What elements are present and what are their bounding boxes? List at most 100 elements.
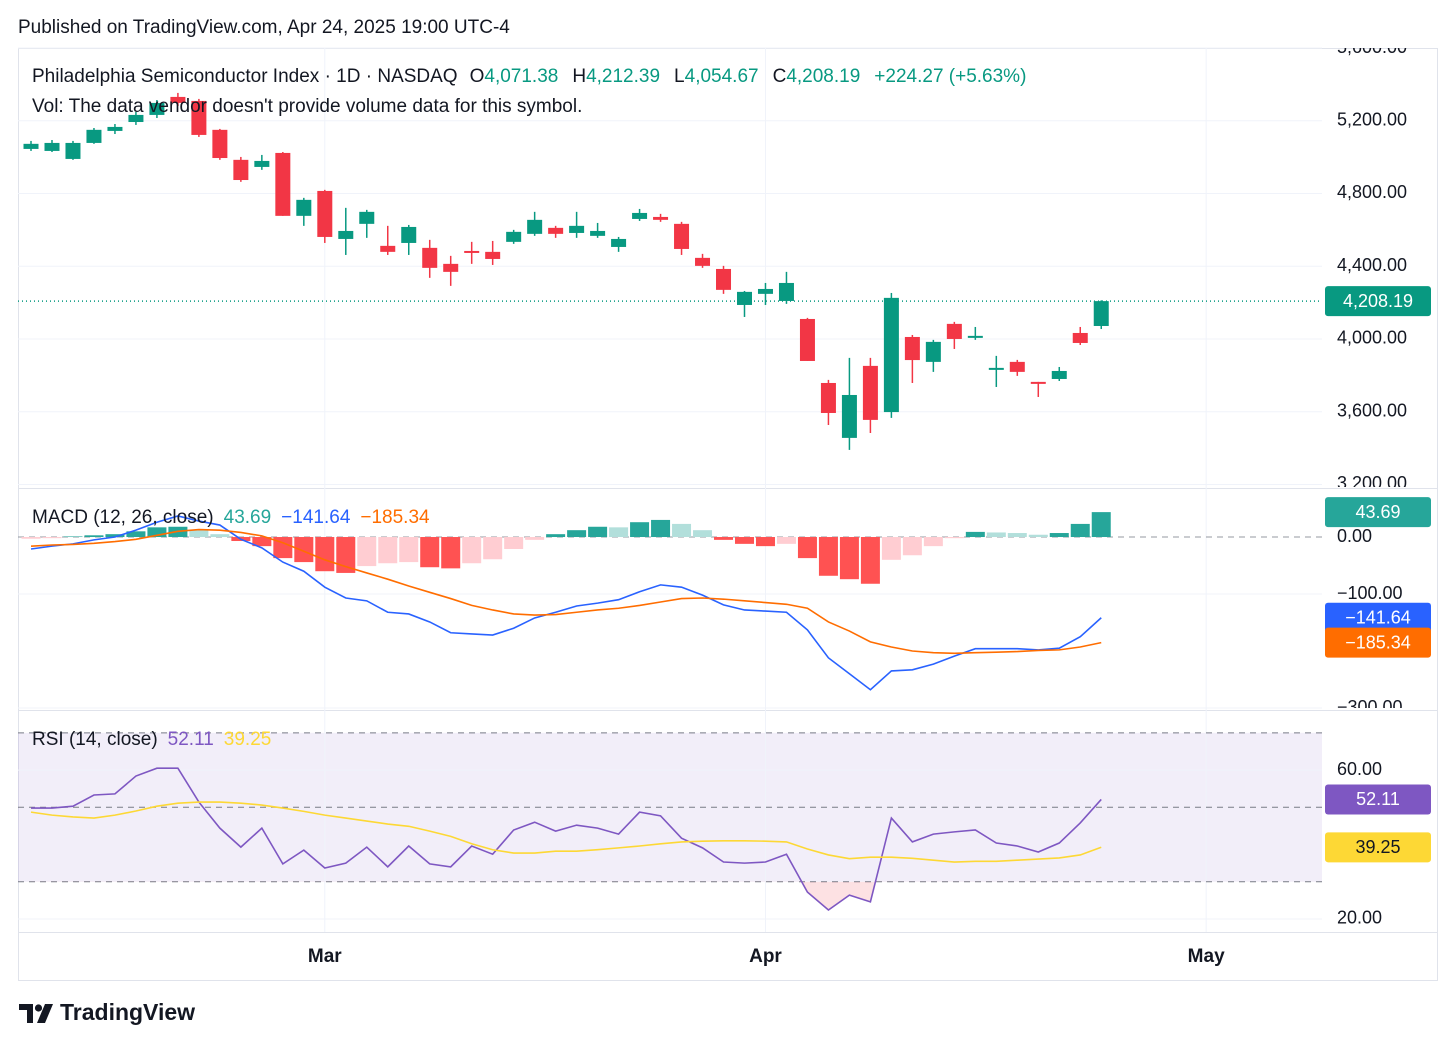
histogram-bar xyxy=(1070,523,1090,538)
histogram-bar xyxy=(651,519,671,538)
histogram-bar xyxy=(357,537,377,567)
logo-part xyxy=(34,1004,43,1012)
candle-body xyxy=(527,219,543,234)
volume-note: Vol: The data vendor doesn't provide vol… xyxy=(32,96,582,117)
candle-body xyxy=(611,238,627,247)
candle-body xyxy=(170,96,186,103)
price-label-box xyxy=(1325,832,1431,863)
legend-value: 4,212.39 xyxy=(586,66,660,87)
histogram-bar xyxy=(588,526,608,538)
histogram-bar xyxy=(567,530,587,538)
histogram-bar xyxy=(42,537,62,539)
candle-body xyxy=(1051,370,1067,379)
histogram-bar xyxy=(441,537,461,569)
histogram-bar xyxy=(881,537,901,560)
histogram-bar xyxy=(462,537,482,564)
x-tick-label: May xyxy=(1188,946,1225,967)
histogram-bar xyxy=(714,537,734,540)
y-tick-label: 3,600.00 xyxy=(1337,400,1407,420)
brand-logo xyxy=(19,1004,53,1023)
candle-body xyxy=(86,129,102,143)
indicator-line xyxy=(31,767,1102,912)
candle-body xyxy=(275,152,291,216)
candle-body xyxy=(548,227,564,234)
candle-body xyxy=(149,102,165,115)
oversold-fill xyxy=(31,881,1102,911)
y-tick-label: −100.00 xyxy=(1337,583,1403,603)
price-label: 52.11 xyxy=(1356,789,1400,809)
x-tick-label: Mar xyxy=(308,946,342,967)
histogram-bar xyxy=(294,537,314,563)
legend-key: L xyxy=(674,66,685,87)
legend-key: O xyxy=(470,66,485,87)
histogram-bar xyxy=(839,537,859,580)
legend-value: 52.11 xyxy=(168,729,214,750)
histogram-bar xyxy=(1049,533,1069,538)
histogram-bar xyxy=(797,537,817,559)
logo-part xyxy=(19,1004,33,1023)
price-label-box xyxy=(1325,784,1431,815)
histogram-bar xyxy=(818,537,838,576)
histogram-bar xyxy=(693,530,713,538)
y-tick-label: 5,600.00 xyxy=(1337,37,1407,57)
candle-body xyxy=(338,230,354,239)
candle-body xyxy=(716,268,732,290)
price-label-box xyxy=(1325,627,1431,658)
legend-key: H xyxy=(572,66,586,87)
legend-value: 4,071.38 xyxy=(484,66,558,87)
histogram-bar xyxy=(986,532,1006,538)
histogram-bar xyxy=(189,530,209,538)
candle-body xyxy=(590,230,606,236)
histogram-bar xyxy=(609,527,629,538)
candle-body xyxy=(128,114,144,123)
symbol-title: Philadelphia Semiconductor Index · 1D · … xyxy=(32,66,458,87)
y-tick-label: 4,400.00 xyxy=(1337,255,1407,275)
candle-body xyxy=(988,367,1004,370)
histogram-bar xyxy=(147,527,167,538)
histogram-bar xyxy=(378,537,398,564)
histogram-bar xyxy=(315,537,335,572)
y-tick-label: 5,200.00 xyxy=(1337,109,1407,129)
candle-body xyxy=(107,126,123,131)
indicator-line xyxy=(30,801,1102,863)
histogram-bar xyxy=(672,523,692,538)
histogram-bar xyxy=(21,537,41,539)
y-tick-label: 0.00 xyxy=(1337,526,1372,546)
price-label-box xyxy=(1325,497,1431,528)
legend-value: 4,054.67 xyxy=(685,66,759,87)
candle-body xyxy=(506,231,522,242)
histogram-bar xyxy=(399,537,419,563)
legend-change: +224.27 (+5.63%) xyxy=(874,66,1026,87)
y-tick-label: 4,800.00 xyxy=(1337,182,1407,202)
histogram-bar xyxy=(1028,534,1048,538)
histogram-bar xyxy=(944,537,964,539)
candle-body xyxy=(862,365,878,420)
candle-body xyxy=(233,159,249,181)
histogram-bar xyxy=(546,534,566,538)
candle-body xyxy=(1072,332,1088,343)
candle-body xyxy=(632,212,648,219)
candle-body xyxy=(841,394,857,438)
histogram-bar xyxy=(336,537,356,573)
price-label-box xyxy=(1325,286,1431,317)
histogram-bar xyxy=(63,536,83,538)
candle-body xyxy=(569,225,585,233)
histogram-bar xyxy=(84,535,104,538)
x-tick-label: Apr xyxy=(749,946,782,967)
histogram-bar xyxy=(755,537,775,547)
price-label: −141.64 xyxy=(1345,607,1411,627)
candle-body xyxy=(757,288,773,294)
price-label: 39.25 xyxy=(1355,837,1400,857)
indicator-line xyxy=(30,528,1102,655)
candle-body xyxy=(1009,361,1025,372)
histogram-bar xyxy=(902,537,922,556)
price-legend: Philadelphia Semiconductor Index · 1D · … xyxy=(32,66,1026,87)
histogram-bar xyxy=(630,522,650,538)
histogram-bar xyxy=(1007,533,1027,538)
candle-body xyxy=(65,142,81,159)
candle-body xyxy=(254,160,270,167)
legend-value: 39.25 xyxy=(224,729,272,750)
rsi-title: RSI (14, close) xyxy=(32,729,158,750)
